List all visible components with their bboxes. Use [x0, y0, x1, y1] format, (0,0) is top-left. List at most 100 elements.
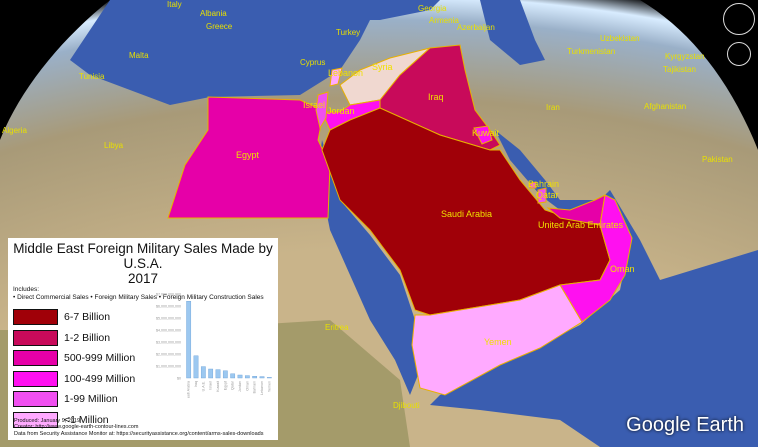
x-tick-label: Kuwait	[216, 381, 220, 392]
label-turkmenistan: Turkmenistan	[567, 47, 615, 56]
legend-swatch	[13, 370, 58, 387]
x-tick-label: Bahrain	[253, 381, 257, 393]
y-tick-label: $3,000,000,000	[156, 341, 181, 345]
black-sea	[320, 0, 440, 20]
bar-yemen	[266, 377, 272, 379]
y-tick-label: $2,000,000,000	[156, 353, 181, 357]
y-tick-label: $7,000,000,000	[156, 293, 181, 297]
label-israel: Israel	[303, 100, 325, 110]
label-afghanistan: Afghanistan	[644, 102, 686, 111]
label-uae: United Arab Emirates	[538, 220, 624, 230]
bar-jordan	[237, 374, 243, 379]
legend-panel: Middle East Foreign Military Sales Made …	[8, 238, 278, 440]
x-tick-label: Israel	[209, 381, 213, 390]
caspian-sea	[480, 0, 545, 65]
label-kuwait: Kuwait	[472, 128, 500, 138]
label-algeria: Algeria	[2, 126, 27, 135]
y-tick-label: $5,000,000,000	[156, 317, 181, 321]
legend-swatch	[13, 411, 58, 428]
label-malta: Malta	[129, 51, 149, 60]
label-azerbaijan: Azerbaijan	[457, 23, 495, 32]
label-pakistan: Pakistan	[702, 155, 733, 164]
x-tick-label: Qatar	[231, 380, 235, 390]
legend-swatch	[13, 309, 58, 326]
label-oman: Oman	[610, 264, 635, 274]
legend-label: 6-7 Billion	[64, 311, 111, 324]
label-libya: Libya	[104, 141, 124, 150]
label-eritrea: Eritrea	[325, 323, 349, 332]
x-tick-label: U.A.E.	[201, 381, 205, 391]
bar-saudi-arabia	[186, 300, 192, 379]
legend-item: <1 Million	[13, 410, 273, 431]
country-lebanon[interactable]	[329, 67, 343, 87]
y-tick-label: $1,000,000,000	[156, 365, 181, 369]
y-tick-label: $6,000,000,000	[156, 305, 181, 309]
legend-label: 1-99 Million	[64, 393, 118, 406]
google-earth-logo: Google Earth	[626, 414, 744, 436]
mediterranean-sea	[70, 0, 380, 105]
label-georgia: Georgia	[418, 4, 447, 13]
label-qatar: Qatar	[536, 190, 559, 200]
legend-swatch	[13, 391, 58, 408]
label-bahrain: Bahrain	[528, 179, 559, 189]
x-tick-label: Lebanon	[260, 381, 264, 395]
label-cyprus: Cyprus	[300, 58, 325, 67]
country-bahrain[interactable]	[529, 181, 537, 189]
x-tick-label: Yemen	[267, 381, 271, 392]
x-tick-label: Iraq	[194, 381, 198, 387]
produced-date: Produced: January 9, 2019	[14, 417, 81, 424]
legend-title-line1: Middle East Foreign Military Sales Made …	[13, 241, 273, 271]
legend-title-line2: 2017	[127, 271, 159, 286]
label-jordan: Jordan	[327, 106, 355, 116]
space	[640, 0, 758, 150]
x-tick-label: Jordan	[238, 381, 242, 392]
data-source: Data from Security Assistance Monitor at…	[14, 430, 264, 437]
bar-qatar	[230, 373, 236, 379]
label-kyrgyzstan: Kyrgyzstan	[665, 52, 705, 61]
bar-egypt	[222, 370, 228, 379]
country-kuwait[interactable]	[473, 125, 493, 145]
legend-label: 500-999 Million	[64, 352, 136, 365]
label-syria: Syria	[372, 62, 393, 72]
red-sea	[318, 140, 420, 395]
x-tick-label: Oman	[245, 381, 249, 391]
bar-oman	[244, 375, 250, 379]
label-armenia: Armenia	[429, 16, 459, 25]
creator-credit: Creator: http://www.google-earth-contour…	[14, 424, 139, 430]
x-tick-label: Saudi Arabia	[187, 381, 191, 398]
legend-item: 1-2 Billion	[13, 328, 273, 349]
label-tunisia: Tunisia	[79, 72, 105, 81]
bar-bahrain	[252, 375, 258, 379]
country-yemen[interactable]	[411, 284, 583, 396]
space	[0, 0, 110, 140]
legend-item: 6-7 Billion	[13, 307, 273, 328]
label-albania: Albania	[200, 9, 227, 18]
bar-iraq	[193, 355, 199, 379]
legend-item: 1-99 Million	[13, 389, 273, 410]
label-saudi-arabia: Saudi Arabia	[441, 209, 492, 219]
country-qatar[interactable]	[537, 187, 547, 204]
y-tick-label: $4,000,000,000	[156, 329, 181, 333]
bar-u-a-e-	[200, 366, 206, 379]
y-tick-label: $0	[177, 377, 181, 381]
label-italy: Italy	[167, 0, 182, 9]
label-iraq: Iraq	[428, 92, 444, 102]
legend-footer: Produced: January 9, 2019 Creator: http:…	[14, 418, 263, 438]
label-lebanon: Lebanon	[328, 68, 363, 78]
legend-swatch	[13, 350, 58, 367]
label-greece: Greece	[206, 22, 233, 31]
country-israel[interactable]	[315, 91, 329, 130]
legend-classes: 6-7 Billion 1-2 Billion 500-999 Million 100…	[13, 307, 273, 430]
label-uzbekistan: Uzbekistan	[600, 34, 640, 43]
includes-label: Includes:	[13, 286, 40, 293]
legend-label: <1 Million	[64, 413, 109, 426]
includes-items: • Direct Commercial Sales • Foreign Mili…	[13, 294, 264, 301]
look-joystick[interactable]	[723, 3, 755, 35]
move-joystick[interactable]	[727, 42, 751, 66]
x-tick-label: Egypt	[223, 381, 227, 390]
legend-swatch	[13, 329, 58, 346]
label-tajikistan: Tajikistan	[663, 65, 696, 74]
legend-item: 100-499 Million	[13, 369, 273, 390]
label-djibouti: Djibouti	[393, 401, 420, 410]
arabian-sea	[430, 130, 758, 447]
